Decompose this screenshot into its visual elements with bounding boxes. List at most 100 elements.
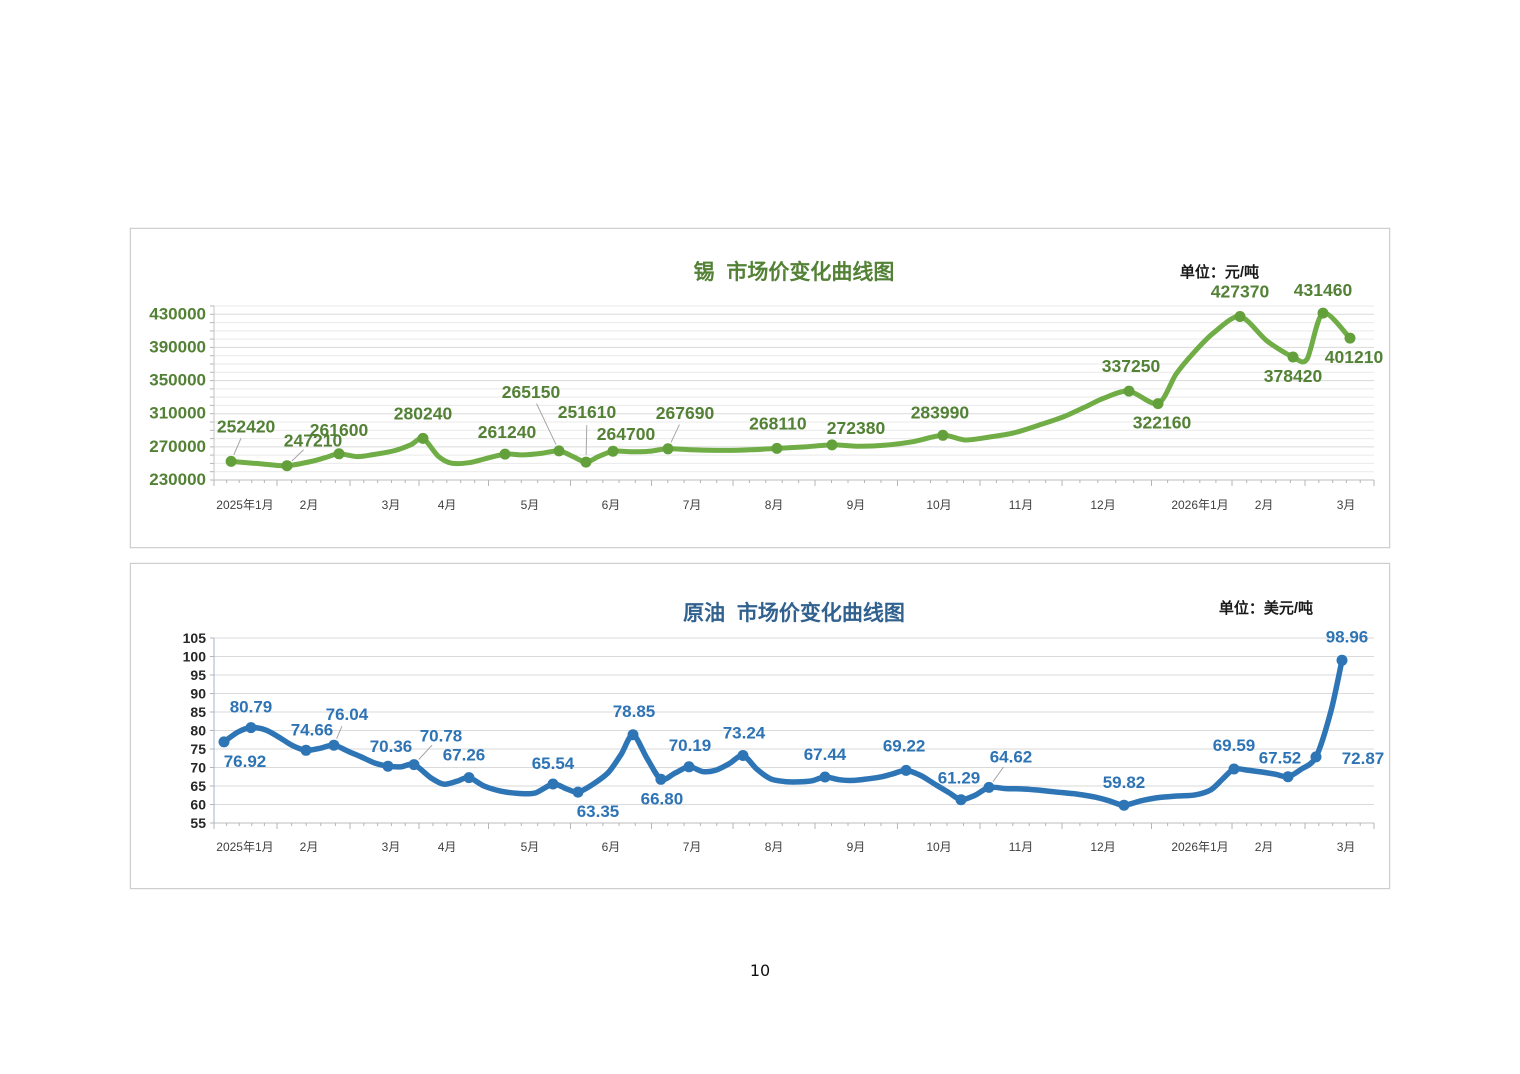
data-point-marker	[245, 722, 257, 734]
oil-chart-title: 原油 市场价变化曲线图	[683, 602, 905, 625]
data-point-label: 431460	[1294, 280, 1353, 300]
data-point-marker	[382, 760, 394, 772]
oil-line-chart: 55 60 65 70 75 80 85 90 95 100 105 2025年1月 2月 3月 4月 5月 6…	[183, 627, 1385, 854]
data-point-marker	[553, 445, 565, 457]
tin-unit-label: 单位：元/吨	[1179, 264, 1259, 281]
data-point-marker	[1282, 771, 1294, 783]
data-point-label: 98.96	[1326, 627, 1369, 646]
month-label: 3月	[382, 840, 401, 854]
label-leader-line	[418, 744, 433, 760]
data-point-marker	[900, 764, 912, 776]
data-point-marker	[1228, 763, 1240, 775]
label-leader-line	[233, 438, 242, 456]
data-point-marker	[683, 761, 695, 773]
month-label: 4月	[438, 498, 457, 512]
data-point-label: 67.44	[804, 745, 847, 764]
month-label: 2月	[1255, 840, 1274, 854]
data-point-label: 63.35	[577, 802, 620, 821]
data-point-label: 80.79	[230, 698, 273, 717]
data-point-label: 322160	[1133, 413, 1192, 433]
month-label: 2026年1月	[1171, 840, 1228, 854]
tin-chart-card: 锡 市场价变化曲线图 单位：元/吨 230000 270000 310000 3500…	[130, 228, 1390, 548]
data-point-marker	[1287, 351, 1299, 363]
data-point-label: 76.04	[326, 705, 369, 724]
month-label: 11月	[1009, 498, 1033, 512]
month-label: 6月	[602, 498, 621, 512]
data-point-label: 70.36	[370, 737, 413, 756]
y-axis-label: 105	[183, 630, 207, 646]
data-point-label: 67.26	[443, 746, 486, 765]
data-point-label: 61.29	[938, 769, 981, 788]
data-point-marker	[662, 443, 674, 455]
month-label: 8月	[765, 840, 784, 854]
data-point-label: 265150	[502, 382, 561, 402]
month-label: 2月	[300, 498, 319, 512]
data-point-label: 74.66	[291, 720, 334, 739]
month-label: 5月	[521, 840, 540, 854]
data-point-label: 283990	[911, 402, 970, 422]
data-point-label: 59.82	[1103, 773, 1146, 792]
data-point-label: 280240	[394, 403, 453, 423]
y-axis-label: 80	[190, 723, 206, 739]
data-point-label: 261240	[478, 422, 537, 442]
y-axis-label: 65	[190, 778, 206, 794]
data-point-label: 64.62	[990, 747, 1033, 766]
month-label: 12月	[1090, 840, 1115, 854]
data-point-label: 76.92	[224, 752, 267, 771]
data-point-label: 272380	[827, 418, 886, 438]
series-line	[221, 657, 1345, 808]
month-label: 2月	[1255, 498, 1274, 512]
month-label: 10月	[926, 840, 951, 854]
y-axis-label: 350000	[149, 371, 206, 390]
data-point-label: 261600	[310, 420, 369, 440]
y-axis-label: 100	[183, 649, 207, 665]
y-axis-label: 60	[190, 797, 206, 813]
data-point-marker	[1344, 332, 1356, 344]
data-point-marker	[771, 442, 783, 454]
data-point-marker	[281, 460, 293, 472]
data-point-marker	[819, 771, 831, 783]
data-point-marker	[1310, 751, 1322, 763]
month-label: 6月	[602, 840, 621, 854]
data-point-marker	[1152, 398, 1164, 410]
data-point-label: 401210	[1325, 347, 1384, 367]
data-point-label: 69.59	[1213, 736, 1256, 755]
oil-unit-label: 单位：美元/吨	[1218, 600, 1313, 617]
data-point-label: 251610	[558, 402, 617, 422]
month-label: 9月	[847, 840, 866, 854]
data-point-marker	[607, 445, 619, 457]
data-point-label: 337250	[1102, 356, 1161, 376]
month-label: 2025年1月	[216, 498, 273, 512]
y-axis-label: 95	[190, 667, 206, 683]
data-point-marker	[333, 448, 345, 460]
data-point-marker	[580, 456, 592, 468]
y-axis-label: 430000	[149, 304, 206, 323]
data-point-label: 65.54	[532, 754, 575, 773]
data-point-label: 378420	[1264, 366, 1323, 386]
month-label: 4月	[438, 840, 457, 854]
data-point-marker	[983, 781, 995, 793]
y-axis-label: 270000	[149, 437, 206, 456]
data-point-label: 73.24	[723, 724, 766, 743]
data-point-label: 72.87	[1342, 749, 1385, 768]
label-leader-line	[291, 449, 304, 462]
data-point-label: 264700	[597, 424, 656, 444]
label-leader-line	[992, 766, 1004, 782]
data-point-marker	[225, 455, 237, 467]
month-label: 7月	[683, 498, 702, 512]
y-axis-label: 85	[190, 704, 206, 720]
data-point-marker	[1234, 311, 1246, 322]
y-axis-label: 55	[190, 815, 206, 831]
y-axis-label: 230000	[149, 470, 206, 489]
data-point-label: 427370	[1211, 282, 1270, 302]
data-point-label: 268110	[749, 413, 807, 433]
data-point-marker	[955, 794, 967, 806]
data-point-marker	[499, 448, 511, 460]
y-axis-label: 75	[190, 741, 206, 757]
month-label: 9月	[847, 498, 866, 512]
oil-chart-card: 原油 市场价变化曲线图 单位：美元/吨 55 60 65 70 75 80 85 90 95 10…	[130, 563, 1390, 889]
data-point-marker	[1317, 307, 1329, 319]
data-point-marker	[300, 744, 312, 756]
y-axis-label: 310000	[149, 404, 206, 423]
